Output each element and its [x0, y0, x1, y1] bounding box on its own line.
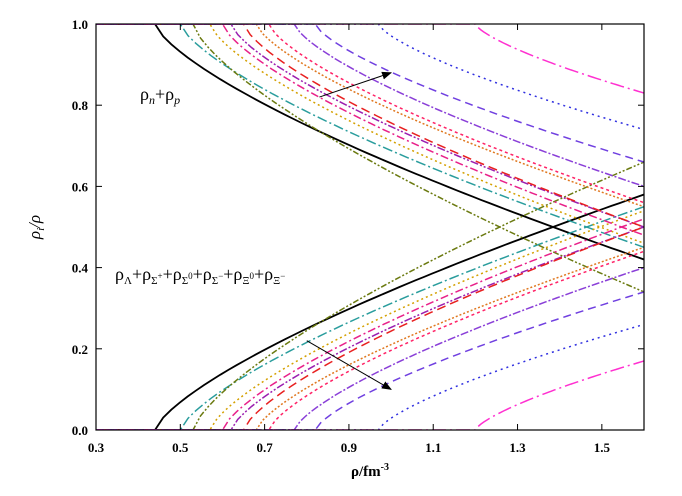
axis-ticks: 0.3 0.5 0.7 0.9 1.1 1.3 1.5 0.0 0.2 0.4 0.6 0.8 1.0 [72, 17, 644, 455]
annotation-nucleons: ρn+ρp [140, 84, 180, 107]
hyperon-fraction-line-8 [96, 246, 644, 430]
y-tick-label: 1.0 [72, 17, 88, 32]
x-tick-label: 0.3 [88, 440, 105, 455]
hyperon-fraction-line-5 [96, 218, 644, 430]
y-axis-label-subscript: i [35, 228, 47, 231]
nucleon-fraction-line-8 [96, 24, 644, 208]
nucleon-fraction-line-6 [96, 24, 644, 228]
hyperon-fraction-line-4 [96, 210, 644, 430]
hyperon-fraction-line-7 [96, 226, 644, 430]
arrow-nucleons [319, 71, 393, 98]
nucleon-fraction-line-9 [96, 24, 644, 204]
nucleon-fraction-line-11 [96, 24, 644, 163]
y-tick-label: 0.6 [72, 179, 89, 194]
y-tick-label: 0.8 [72, 98, 89, 113]
hyperon-fraction-line-10 [96, 266, 644, 430]
hyperon-fraction-line-3 [96, 161, 644, 430]
nucleon-fraction-line-7 [96, 24, 644, 228]
hyperon-fraction-line-6 [96, 226, 644, 430]
x-tick-label: 1.3 [509, 440, 526, 455]
nucleon-fraction-line-13 [96, 24, 644, 94]
annotation-hyperons: ρΛ+ρΣ++ρΣ0+ρΣ−+ρΞ0+ρΞ− [115, 264, 285, 287]
y-axis-label-tail: /ρ [25, 215, 44, 229]
hyperon-fraction-line-2 [96, 205, 644, 430]
y-axis-label: ρi/ρ [25, 215, 47, 240]
y-tick-label: 0.0 [72, 423, 88, 438]
hyperon-fraction-line-13 [96, 360, 644, 430]
hyperon-fraction-line-12 [96, 323, 644, 430]
hyperon-fraction-line-1 [96, 193, 644, 430]
nucleon-fraction-line-1 [96, 24, 644, 261]
x-tick-label: 1.1 [425, 440, 441, 455]
nucleon-fraction-line-3 [96, 24, 644, 293]
x-axis-label-base: ρ/fm [351, 464, 381, 480]
nucleon-fraction-line-5 [96, 24, 644, 236]
x-axis-label: ρ/fm-3 [351, 462, 389, 480]
x-tick-label: 1.5 [594, 440, 611, 455]
x-tick-label: 0.5 [172, 440, 189, 455]
nucleon-fraction-line-4 [96, 24, 644, 244]
y-tick-label: 0.4 [72, 261, 89, 276]
nucleon-fraction-line-12 [96, 24, 644, 131]
plot-area [96, 24, 644, 430]
y-tick-label: 0.2 [72, 342, 88, 357]
x-axis-label-exponent: -3 [381, 462, 389, 473]
x-tick-label: 0.9 [341, 440, 358, 455]
nucleon-fraction-line-10 [96, 24, 644, 188]
hyperon-fraction-line-9 [96, 250, 644, 430]
hyperon-fraction-line-11 [96, 291, 644, 430]
nucleon-fraction-line-2 [96, 24, 644, 249]
plot-frame [95, 23, 645, 431]
y-axis-label-base: ρ [25, 231, 44, 240]
arrow-hyperons [306, 340, 392, 390]
x-tick-label: 0.7 [256, 440, 273, 455]
